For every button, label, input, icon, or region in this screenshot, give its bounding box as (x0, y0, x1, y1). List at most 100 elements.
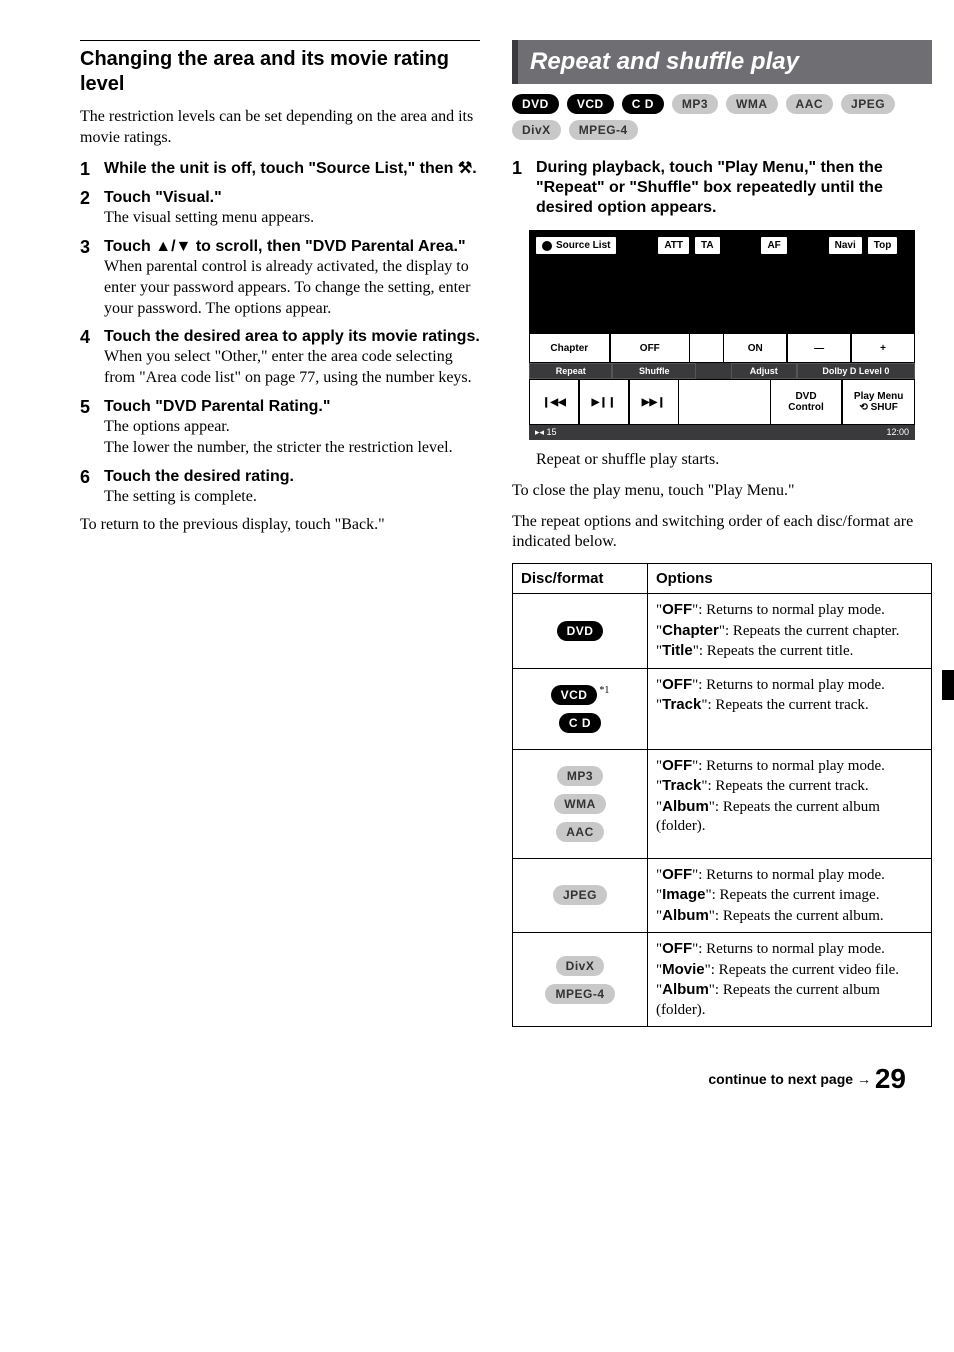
table-row: MP3 WMA AAC "OFF": Returns to normal play m… (513, 749, 932, 858)
left-column: Changing the area and its movie rating l… (80, 40, 480, 1027)
record-dot-icon (542, 241, 552, 251)
step-num: 4 (80, 327, 104, 349)
next-button[interactable]: ▶▶❙ (629, 379, 679, 425)
step-title: Touch the desired area to apply its movi… (104, 327, 480, 347)
format-badge-divx: DivX (512, 120, 561, 140)
top-button[interactable]: Top (867, 236, 899, 255)
step-desc: When parental control is already activat… (104, 257, 480, 319)
disc-format-cell: VCD*1 C D (513, 668, 648, 749)
format-badge-jpeg: JPEG (841, 94, 895, 114)
table-row: DVD "OFF": Returns to normal play mode."C… (513, 594, 932, 669)
table-header-row: Disc/format Options (513, 564, 932, 594)
intro-text: The restriction levels can be set depend… (80, 107, 480, 149)
step-title: While the unit is off, touch "Source Lis… (104, 159, 480, 179)
step-num: 3 (80, 237, 104, 259)
player-footer: ▸◂ 15 12:00 (529, 425, 915, 440)
step-title: Touch "DVD Parental Rating." (104, 397, 480, 417)
af-button[interactable]: AF (760, 236, 787, 255)
format-badge-vcd: VCD (567, 94, 614, 114)
table-row: JPEG "OFF": Returns to normal play mode."… (513, 858, 932, 933)
play-menu-button[interactable]: Play Menu ⟲ SHUF (842, 379, 915, 425)
player-caption: Repeat or shuffle play starts. (536, 450, 932, 471)
setup-icon: ⚒ (458, 159, 472, 179)
player-display-area (529, 261, 915, 333)
format-badge-mpeg-4: MPEG-4 (569, 120, 638, 140)
off-cell[interactable]: OFF (610, 333, 691, 363)
play-pause-button[interactable]: ▶❙❙ (579, 379, 629, 425)
disc-format-cell: JPEG (513, 858, 648, 933)
step-5: 5 Touch "DVD Parental Rating." The optio… (80, 397, 480, 459)
step-num: 1 (512, 158, 536, 180)
player-sub-row: Repeat Shuffle Adjust Dolby D Level 0 (529, 363, 915, 379)
ta-button[interactable]: TA (694, 236, 721, 255)
continue-text: continue to next page → (708, 1071, 874, 1087)
plus-cell[interactable]: + (851, 333, 915, 363)
footnote-marker: *1 (599, 685, 609, 696)
format-badge-mp3: MP3 (557, 766, 603, 786)
step-desc: When you select "Other," enter the area … (104, 347, 480, 389)
format-badge-vcd: VCD (551, 685, 598, 705)
format-badge-wma: WMA (554, 794, 606, 814)
step-title: During playback, touch "Play Menu," then… (536, 158, 932, 218)
options-table: Disc/format Options DVD "OFF": Returns to… (512, 563, 932, 1027)
format-badge-mp3: MP3 (672, 94, 718, 114)
heading-rule (80, 40, 480, 41)
format-badge-dvd: DVD (557, 621, 604, 641)
format-badge-dvd: DVD (512, 94, 559, 114)
options-cell: "OFF": Returns to normal play mode."Trac… (648, 668, 932, 749)
col-header-disc: Disc/format (513, 564, 648, 594)
section-heading-left: Changing the area and its movie rating l… (80, 47, 480, 97)
step-num: 5 (80, 397, 104, 419)
arrow-right-icon: → (857, 1071, 871, 1087)
step-title: Touch "Visual." (104, 188, 480, 208)
col-header-options: Options (648, 564, 932, 594)
step-num: 1 (80, 159, 104, 181)
player-mid-row: Chapter OFF ON — + (529, 333, 915, 363)
table-intro-text: The repeat options and switching order o… (512, 512, 932, 554)
page-number: 29 (875, 1063, 906, 1094)
right-column: Repeat and shuffle play DVD VCD C D MP3 WMA A… (512, 40, 932, 1027)
step-desc: The options appear. The lower the number… (104, 417, 480, 459)
chapter-cell[interactable]: Chapter (529, 333, 610, 363)
major-heading: Repeat and shuffle play (512, 40, 932, 84)
step-1: 1 While the unit is off, touch "Source L… (80, 159, 480, 181)
repeat-label: Repeat (529, 363, 612, 379)
navi-button[interactable]: Navi (828, 236, 863, 255)
prev-button[interactable]: ❙◀◀ (529, 379, 579, 425)
options-cell: "OFF": Returns to normal play mode."Trac… (648, 749, 932, 858)
format-badges-row: DVDVCDC DMP3WMAAACJPEGDivXMPEG-4 (512, 94, 932, 140)
step-title: Touch ▲/▼ to scroll, then "DVD Parental … (104, 237, 480, 257)
disc-format-cell: DVD (513, 594, 648, 669)
player-top-row: Source List ATT TA AF Navi Top (529, 230, 915, 261)
minus-cell[interactable]: — (787, 333, 851, 363)
table-row: VCD*1 C D "OFF": Returns to normal play mo… (513, 668, 932, 749)
source-list-button[interactable]: Source List (535, 236, 617, 255)
att-button[interactable]: ATT (657, 236, 690, 255)
player-bottom-row: ❙◀◀ ▶❙❙ ▶▶❙ DVD Control Play Menu ⟲ SHUF (529, 379, 915, 425)
format-badge-aac: AAC (786, 94, 834, 114)
options-cell: "OFF": Returns to normal play mode."Movi… (648, 933, 932, 1027)
adjust-label: Adjust (731, 363, 797, 379)
side-tab-marker (942, 670, 954, 700)
footer-right: 12:00 (886, 427, 909, 438)
step-title: Touch the desired rating. (104, 467, 480, 487)
dolby-label: Dolby D Level 0 (797, 363, 915, 379)
dvd-control-button[interactable]: DVD Control (770, 379, 843, 425)
step-desc: The setting is complete. (104, 487, 480, 508)
format-badge-wma: WMA (726, 94, 778, 114)
options-cell: "OFF": Returns to normal play mode."Chap… (648, 594, 932, 669)
right-step-1: 1 During playback, touch "Play Menu," th… (512, 158, 932, 218)
options-cell: "OFF": Returns to normal play mode."Imag… (648, 858, 932, 933)
format-badge-aac: AAC (556, 822, 604, 842)
close-menu-text: To close the play menu, touch "Play Menu… (512, 481, 932, 502)
footer-left: ▸◂ 15 (535, 427, 557, 438)
player-ui: Source List ATT TA AF Navi Top Chapter O… (529, 230, 915, 440)
step-3: 3 Touch ▲/▼ to scroll, then "DVD Parenta… (80, 237, 480, 319)
format-badge-cd: C D (559, 713, 601, 733)
on-cell[interactable]: ON (723, 333, 787, 363)
format-badge-jpeg: JPEG (553, 885, 607, 905)
disc-format-cell: DivXMPEG-4 (513, 933, 648, 1027)
step-6: 6 Touch the desired rating. The setting … (80, 467, 480, 508)
step-desc: The visual setting menu appears. (104, 208, 480, 229)
table-row: DivXMPEG-4"OFF": Returns to normal play … (513, 933, 932, 1027)
